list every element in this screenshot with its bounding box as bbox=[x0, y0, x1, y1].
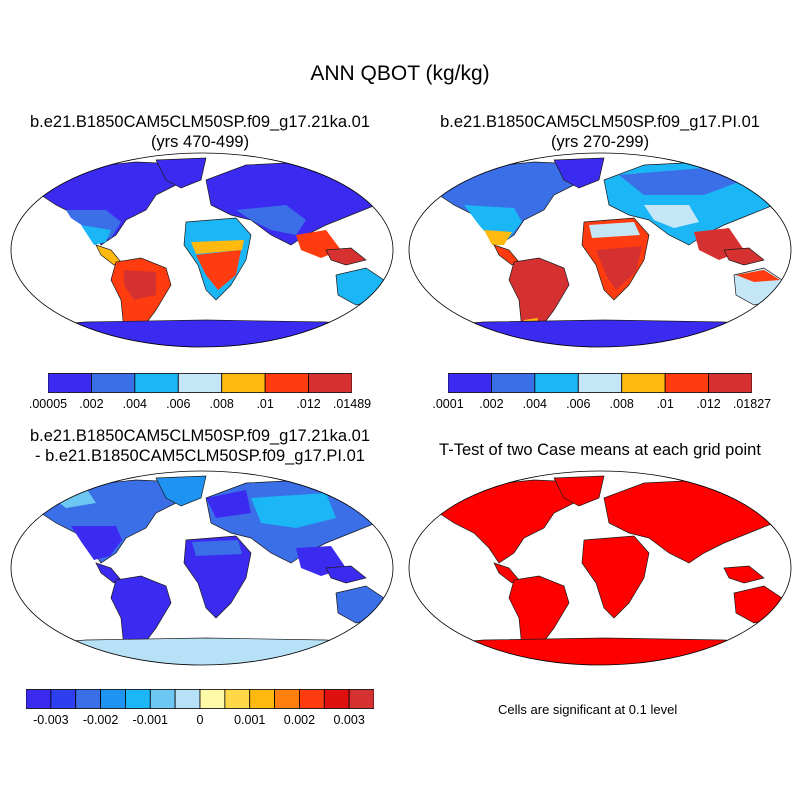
panel-1-title-line1: b.e21.B1850CAM5CLM50SP.f09_g17.21ka.01 bbox=[29, 113, 371, 131]
colorbar-3-swatch-13 bbox=[348, 689, 374, 709]
colorbar-3-swatch-4 bbox=[125, 689, 151, 709]
figure-title: ANN QBOT (kg/kg) bbox=[310, 62, 490, 85]
map-panel-4 bbox=[408, 470, 792, 666]
colorbar-1-swatch-3 bbox=[177, 373, 223, 393]
colorbar-3-swatch-12 bbox=[323, 689, 350, 709]
panel-4-title: T-Test of two Case means at each grid po… bbox=[400, 440, 800, 460]
colorbar-1-label: .002 bbox=[79, 397, 104, 411]
colorbar-1-label: .004 bbox=[122, 397, 148, 411]
colorbar-1-swatch-4 bbox=[221, 373, 266, 393]
colorbar-3-swatch-8 bbox=[224, 689, 251, 709]
colorbar-3-label: 0.002 bbox=[283, 713, 316, 727]
colorbar-1-label: .00005 bbox=[28, 397, 68, 411]
map-3-antarctica bbox=[11, 637, 393, 665]
panel-2-title: b.e21.B1850CAM5CLM50SP.f09_g17.PI.01 (yr… bbox=[400, 112, 800, 152]
colorbar-1-label: .012 bbox=[296, 397, 321, 411]
map-1-greenland bbox=[155, 157, 207, 189]
colorbar-2-label: .0001 bbox=[432, 397, 464, 411]
panel-3-title-line1: b.e21.B1850CAM5CLM50SP.f09_g17.21ka.01 bbox=[29, 427, 371, 445]
map-2-antarctica bbox=[409, 319, 791, 347]
colorbar-2-label: .01827 bbox=[732, 397, 772, 411]
panel-1-title: b.e21.B1850CAM5CLM50SP.f09_g17.21ka.01 (… bbox=[0, 112, 400, 152]
map-4-antarctica bbox=[409, 637, 791, 665]
significance-note: Cells are significant at 0.1 level bbox=[498, 702, 678, 717]
colorbar-3-label: 0.003 bbox=[333, 713, 365, 727]
map-2-greenland bbox=[553, 157, 605, 189]
colorbar-1-swatch-1 bbox=[91, 373, 136, 393]
map-1-antarctica bbox=[11, 319, 393, 347]
panel-4-title-line1: T-Test of two Case means at each grid po… bbox=[439, 441, 761, 459]
map-3-border bbox=[10, 470, 394, 666]
colorbar-2-swatch-6 bbox=[708, 373, 752, 393]
map-4-africa bbox=[581, 535, 650, 619]
map-3-greenland bbox=[155, 475, 207, 507]
colorbar-3-swatch-6 bbox=[174, 689, 201, 709]
panel-1-title-line2: (yrs 470-499) bbox=[150, 133, 250, 151]
colorbar-2-label: .012 bbox=[696, 397, 721, 411]
colorbar-3-label: 0 bbox=[196, 713, 204, 727]
colorbar-3-label: -0.001 bbox=[132, 713, 169, 727]
colorbar-3-label: -0.003 bbox=[33, 713, 69, 727]
colorbar-3-swatch-11 bbox=[299, 689, 325, 709]
colorbar-1-swatch-0 bbox=[48, 373, 92, 393]
map-4-greenland bbox=[553, 475, 605, 507]
colorbar-3-label: -0.002 bbox=[82, 713, 119, 727]
colorbar-2-swatch-1 bbox=[491, 373, 536, 393]
colorbar-3-swatch-2 bbox=[75, 689, 101, 709]
map-1-north-america bbox=[35, 161, 182, 246]
map-1-border bbox=[10, 152, 394, 348]
panel-3-title: b.e21.B1850CAM5CLM50SP.f09_g17.21ka.01 -… bbox=[0, 426, 400, 466]
colorbar-3-swatch-5 bbox=[149, 689, 176, 709]
panel-2-title-line1: b.e21.B1850CAM5CLM50SP.f09_g17.PI.01 bbox=[440, 113, 760, 131]
map-2-border bbox=[408, 152, 792, 348]
map-panel-1 bbox=[10, 152, 394, 348]
panel-3-title-line2: - b.e21.B1850CAM5CLM50SP.f09_g17.PI.01 bbox=[35, 447, 365, 465]
colorbar-1-swatch-5 bbox=[264, 373, 309, 393]
colorbar-2-label: .006 bbox=[566, 397, 591, 411]
colorbar-2-label: .01 bbox=[656, 397, 674, 411]
colorbar-1-label: .01 bbox=[256, 397, 274, 411]
colorbar-2-label: .008 bbox=[609, 397, 634, 411]
map-panel-3 bbox=[10, 470, 394, 666]
colorbar-3-swatch-1 bbox=[50, 689, 77, 709]
colorbar-2-swatch-5 bbox=[664, 373, 709, 393]
colorbar-2-swatch-2 bbox=[534, 373, 579, 393]
colorbar-2-swatch-0 bbox=[448, 373, 492, 393]
colorbar-2-label: .004 bbox=[522, 397, 548, 411]
map-panel-2 bbox=[408, 152, 792, 348]
map-4-border bbox=[408, 470, 792, 666]
colorbar-panel-3: -0.003 -0.002 -0.001 0 0.001 0.002 0.003 bbox=[26, 689, 374, 727]
colorbar-3-swatch-0 bbox=[26, 689, 52, 709]
colorbar-1-label: .006 bbox=[166, 397, 191, 411]
colorbar-panel-2: .0001 .002 .004 .006 .008 .01 .012 .01827 bbox=[432, 373, 771, 411]
colorbar-3-swatch-9 bbox=[249, 689, 275, 709]
colorbar-panel-1: .00005 .002 .004 .006 .008 .01 .012 .01489 bbox=[29, 373, 371, 411]
colorbar-1-label: .008 bbox=[209, 397, 234, 411]
colorbar-1-swatch-2 bbox=[134, 373, 179, 393]
colorbar-3-swatch-3 bbox=[100, 689, 126, 709]
map-4-north-america bbox=[433, 479, 580, 564]
colorbar-2-swatch-4 bbox=[621, 373, 666, 393]
colorbar-2-swatch-3 bbox=[577, 373, 623, 393]
map-3-africa bbox=[183, 535, 252, 619]
colorbar-3-swatch-7 bbox=[199, 689, 226, 709]
colorbar-1-label: .01489 bbox=[332, 397, 372, 411]
map-2-north-america bbox=[433, 161, 580, 246]
colorbar-3-swatch-10 bbox=[274, 689, 300, 709]
panel-2-title-line2: (yrs 270-299) bbox=[550, 133, 650, 151]
colorbar-1-swatch-6 bbox=[308, 373, 352, 393]
colorbar-3-label: 0.001 bbox=[234, 713, 266, 727]
colorbar-2-label: .002 bbox=[479, 397, 504, 411]
